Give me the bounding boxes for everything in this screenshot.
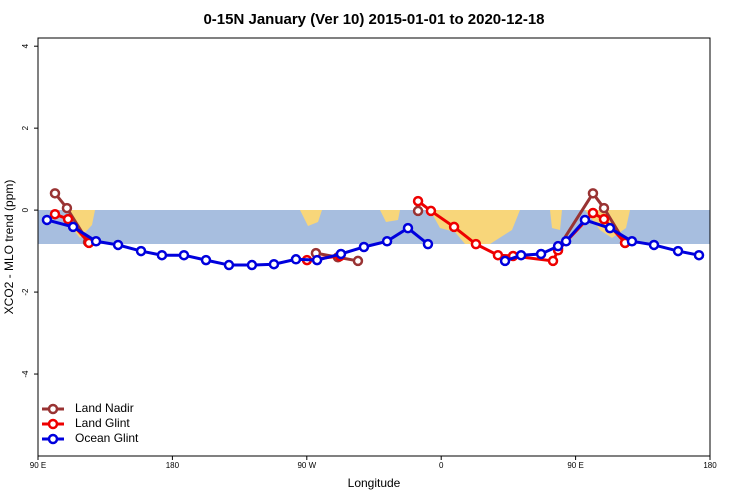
legend-marker: [47, 403, 59, 415]
y-tick-label: -2: [21, 288, 30, 296]
point: [335, 248, 347, 260]
point: [492, 249, 504, 261]
point: [352, 255, 364, 267]
point: [412, 195, 424, 207]
point: [412, 205, 424, 217]
y-axis-label: XCO2 - MLO trend (ppm): [2, 180, 16, 315]
point: [598, 213, 610, 225]
x-tick-label: 180: [703, 461, 717, 470]
point: [49, 208, 61, 220]
point: [515, 249, 527, 261]
legend-marker: [47, 433, 59, 445]
point: [648, 239, 660, 251]
point: [200, 254, 212, 266]
y-tick-label: 0: [21, 207, 30, 212]
point: [579, 214, 591, 226]
point: [587, 188, 599, 199]
point: [49, 188, 61, 199]
point: [135, 245, 147, 257]
point: [402, 222, 414, 234]
x-tick-label: 0: [439, 461, 444, 470]
point: [587, 207, 599, 219]
point: [560, 236, 572, 247]
point: [535, 248, 547, 260]
point: [67, 221, 79, 233]
point: [112, 239, 124, 251]
legend-marker: [47, 418, 59, 430]
point: [381, 236, 393, 247]
point: [547, 255, 559, 267]
point: [425, 205, 437, 217]
point: [290, 254, 302, 265]
point: [672, 245, 684, 257]
point: [178, 249, 190, 261]
legend-label: Land Glint: [75, 416, 130, 430]
point: [268, 258, 280, 270]
point: [499, 255, 511, 267]
point: [156, 249, 168, 261]
x-tick-label: 90 E: [567, 461, 583, 470]
y-tick-label: 2: [21, 125, 30, 130]
chart-title: 0-15N January (Ver 10) 2015-01-01 to 202…: [203, 11, 544, 28]
legend-label: Ocean Glint: [75, 431, 139, 445]
point: [223, 259, 235, 271]
point: [470, 238, 482, 250]
point: [598, 202, 610, 214]
point: [448, 221, 460, 233]
x-tick-label: 180: [166, 461, 180, 470]
y-tick-label: -4: [21, 370, 30, 378]
point: [604, 222, 616, 234]
legend-label: Land Nadir: [75, 401, 134, 415]
x-axis-label: Longitude: [348, 476, 401, 490]
point: [41, 214, 53, 226]
point: [358, 241, 370, 253]
point: [422, 238, 434, 250]
point: [552, 240, 564, 252]
point: [626, 236, 638, 247]
point: [62, 213, 74, 225]
point: [90, 236, 102, 247]
plot-frame: [37, 37, 711, 457]
x-tick-label: 90 W: [297, 461, 316, 470]
point: [246, 259, 258, 271]
point: [61, 202, 73, 214]
point: [311, 254, 323, 266]
y-tick-label: 4: [21, 43, 30, 48]
x-tick-label: 90 E: [30, 461, 46, 470]
point: [693, 249, 705, 261]
